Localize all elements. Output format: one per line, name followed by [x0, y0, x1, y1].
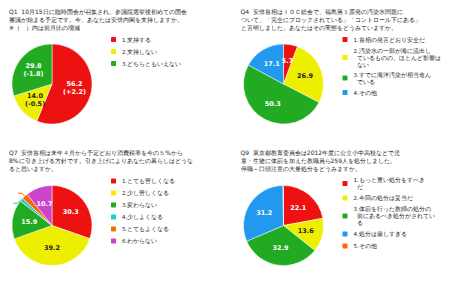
- svg-text:5.その他: 5.その他: [354, 243, 377, 250]
- svg-text:22.1: 22.1: [290, 204, 307, 212]
- svg-text:2.少し苦しくなる: 2.少し苦しくなる: [122, 190, 169, 197]
- svg-text:ついて、「完全にブロックされている」「コントロール下にある」: ついて、「完全にブロックされている」「コントロール下にある」: [241, 16, 421, 24]
- svg-text:3.どちらともいえない: 3.どちらともいえない: [122, 61, 181, 68]
- svg-text:Q7 安倍首相は来年４月から予定どおり消費税率を今の５%か: Q7 安倍首相は来年４月から予定どおり消費税率を今の５%から: [9, 149, 183, 156]
- svg-text:26.9: 26.9: [297, 72, 314, 80]
- svg-text:1.首相の発言どおり安全だ: 1.首相の発言どおり安全だ: [354, 36, 425, 43]
- svg-text:17.1: 17.1: [264, 60, 281, 68]
- svg-text:ると思いますか。: ると思いますか。: [9, 165, 57, 173]
- svg-text:3.変わらない: 3.変わらない: [122, 201, 157, 209]
- svg-text:2.今回の処分は妥当だ: 2.今回の処分は妥当だ: [354, 194, 413, 201]
- svg-text:5.7: 5.7: [282, 57, 294, 65]
- svg-text:前にあるべき処分がされてい: 前にあるべき処分がされてい: [354, 213, 436, 220]
- svg-text:30.3: 30.3: [63, 208, 79, 216]
- svg-text:6.わからない: 6.わからない: [122, 238, 157, 245]
- svg-text:(-1.8): (-1.8): [23, 70, 43, 78]
- svg-text:3.体罰を行った教師の処分の: 3.体罰を行った教師の処分の: [354, 206, 431, 212]
- svg-text:2.支持しない: 2.支持しない: [122, 49, 157, 56]
- svg-text:14.0: 14.0: [27, 92, 44, 100]
- svg-text:31.2: 31.2: [256, 209, 272, 217]
- svg-text:1.支持する: 1.支持する: [122, 37, 151, 44]
- svg-text:ない: ない: [354, 62, 370, 69]
- svg-text:4.処分は厳しすぎる: 4.処分は厳しすぎる: [354, 230, 407, 238]
- svg-text:56.2: 56.2: [67, 80, 83, 88]
- svg-text:15.9: 15.9: [21, 218, 38, 226]
- svg-text:50.3: 50.3: [265, 100, 281, 108]
- svg-text:ているものの、ほとんど影響は: ているものの、ほとんど影響は: [354, 54, 442, 61]
- svg-text:10.7: 10.7: [36, 200, 52, 208]
- svg-text:5.とてもよくなる: 5.とてもよくなる: [122, 226, 169, 233]
- svg-text:1.とても苦しくなる: 1.とても苦しくなる: [122, 178, 175, 185]
- svg-text:8%に引き上げる方針です。引き上げによりあなたの暮らしはどう: 8%に引き上げる方針です。引き上げによりあなたの暮らしはどうな: [9, 157, 193, 165]
- svg-text:13.6: 13.6: [298, 227, 315, 235]
- svg-text:Q4 安倍首相はＩＯＣ総会で、福島第１原発の汚染水問題に: Q4 安倍首相はＩＯＣ総会で、福島第１原発の汚染水問題に: [241, 8, 403, 15]
- svg-text:る: る: [354, 220, 364, 226]
- svg-text:4.少しよくなる: 4.少しよくなる: [122, 214, 163, 221]
- svg-text:(+2.2): (+2.2): [63, 88, 86, 96]
- svg-text:※（ ）内は前月比の増減: ※（ ）内は前月比の増減: [9, 24, 80, 32]
- svg-text:だ: だ: [354, 184, 364, 190]
- svg-text:Q1 10月15日に臨時国会が召集され、参議院選挙後初めて: Q1 10月15日に臨時国会が召集され、参議院選挙後初めての国会: [9, 8, 187, 15]
- svg-text:29.8: 29.8: [25, 62, 42, 70]
- svg-text:4.その他: 4.その他: [354, 90, 377, 97]
- svg-text:停職～口頭注意の大量処分をどうみますか。: 停職～口頭注意の大量処分をどうみますか。: [241, 165, 361, 173]
- svg-text:2.汚染水の一部が海に流出し: 2.汚染水の一部が海に流出し: [354, 47, 431, 54]
- svg-text:Q9 東京都教育委員会は2012年度に公立小中高校などで児: Q9 東京都教育委員会は2012年度に公立小中高校などで児: [241, 149, 401, 157]
- svg-text:(-0.5): (-0.5): [25, 100, 45, 108]
- svg-text:39.2: 39.2: [44, 244, 60, 252]
- svg-text:でいる: でいる: [354, 79, 376, 85]
- svg-text:32.9: 32.9: [272, 244, 289, 252]
- svg-text:審議が始まる予定です。今、あなたは安倍内閣を支持しますか。: 審議が始まる予定です。今、あなたは安倍内閣を支持しますか。: [9, 16, 183, 24]
- svg-text:童・生徒に体罰を加えた教職員ら259人を処分しました。: 童・生徒に体罰を加えた教職員ら259人を処分しました。: [241, 157, 396, 164]
- svg-text:と言明しました。あなたはその実態をどうみていますか。: と言明しました。あなたはその実態をどうみていますか。: [241, 24, 397, 32]
- svg-text:3.すでに海洋汚染が相当進ん: 3.すでに海洋汚染が相当進ん: [354, 71, 431, 79]
- svg-text:1.もっと重い処分をすべき: 1.もっと重い処分をすべき: [354, 177, 425, 184]
